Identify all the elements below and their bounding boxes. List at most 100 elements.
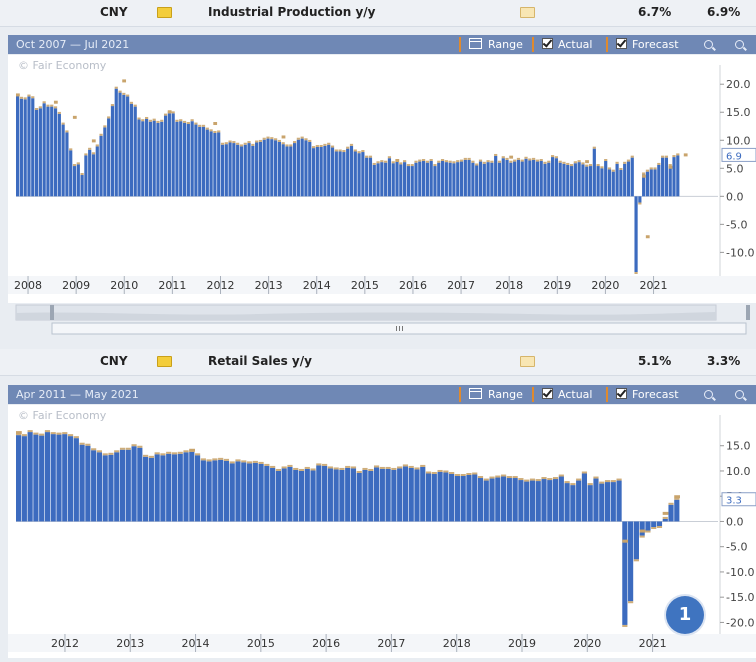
actual-bar[interactable]	[27, 96, 31, 197]
forecast-marker[interactable]	[16, 93, 20, 97]
actual-bar[interactable]	[85, 445, 91, 522]
actual-bar[interactable]	[558, 162, 562, 197]
actual-bar[interactable]	[501, 158, 505, 197]
actual-bar[interactable]	[604, 482, 611, 522]
actual-bar[interactable]	[264, 465, 270, 522]
actual-bar[interactable]	[444, 162, 448, 197]
forecast-marker[interactable]	[509, 155, 514, 159]
actual-bar[interactable]	[334, 151, 338, 197]
actual-bar[interactable]	[494, 155, 498, 197]
actual-bar[interactable]	[44, 432, 51, 522]
forecast-marker[interactable]	[662, 511, 669, 515]
forecast-marker[interactable]	[167, 110, 172, 114]
actual-bar[interactable]	[148, 457, 154, 522]
actual-bar[interactable]	[642, 174, 646, 197]
actual-bar[interactable]	[182, 122, 187, 197]
actual-bar[interactable]	[467, 159, 471, 197]
actual-bar[interactable]	[529, 480, 536, 522]
forecast-marker[interactable]	[281, 135, 286, 139]
actual-bar[interactable]	[616, 480, 622, 522]
actual-bar[interactable]	[95, 146, 99, 197]
actual-bar[interactable]	[566, 164, 570, 197]
actual-bar[interactable]	[39, 435, 45, 522]
actual-bar[interactable]	[410, 166, 414, 197]
actual-bar[interactable]	[490, 162, 494, 197]
actual-bar[interactable]	[114, 88, 118, 197]
actual-bar[interactable]	[53, 108, 58, 197]
actual-bar[interactable]	[304, 468, 310, 522]
actual-bar[interactable]	[376, 163, 380, 197]
actual-bar[interactable]	[129, 103, 134, 197]
actual-bar[interactable]	[137, 447, 143, 522]
forecast-marker[interactable]	[622, 539, 629, 543]
actual-bar[interactable]	[145, 118, 149, 197]
checkbox-checked-icon[interactable]	[542, 38, 553, 49]
actual-bar[interactable]	[183, 452, 189, 522]
actual-bar[interactable]	[218, 459, 224, 522]
detail-folder-icon[interactable]	[520, 356, 535, 367]
actual-bar[interactable]	[368, 157, 373, 197]
actual-bar[interactable]	[466, 475, 472, 522]
actual-bar[interactable]	[287, 466, 293, 522]
checkbox-checked-icon[interactable]	[616, 388, 627, 399]
actual-bar[interactable]	[452, 163, 456, 197]
actual-bar[interactable]	[495, 477, 501, 522]
actual-bar[interactable]	[247, 143, 251, 197]
actual-bar[interactable]	[482, 163, 486, 197]
actual-bar[interactable]	[633, 521, 639, 560]
actual-bar[interactable]	[154, 454, 160, 522]
actual-bar[interactable]	[543, 163, 547, 197]
actual-bar[interactable]	[300, 138, 304, 197]
actual-bar[interactable]	[373, 467, 380, 522]
actual-toggle[interactable]: Actual	[542, 35, 592, 54]
event-row-industrial-production[interactable]: CNY Industrial Production y/y 6.7% 6.9%	[0, 0, 756, 27]
actual-bar[interactable]	[16, 435, 22, 522]
actual-bar[interactable]	[611, 171, 615, 197]
forecast-marker[interactable]	[639, 529, 646, 533]
actual-bar[interactable]	[520, 161, 524, 197]
actual-bar[interactable]	[509, 162, 513, 197]
actual-bar[interactable]	[570, 485, 576, 522]
actual-bar[interactable]	[21, 436, 27, 522]
actual-bar[interactable]	[220, 144, 225, 197]
actual-bar[interactable]	[357, 153, 361, 197]
forecast-marker[interactable]	[674, 495, 680, 499]
actual-bar[interactable]	[289, 146, 293, 197]
actual-bar[interactable]	[622, 521, 628, 625]
actual-bar[interactable]	[270, 467, 276, 522]
navigator-left-handle[interactable]	[50, 305, 54, 320]
actual-bar[interactable]	[408, 467, 414, 522]
actual-bar[interactable]	[615, 163, 619, 197]
actual-bar[interactable]	[79, 444, 85, 522]
actual-bar[interactable]	[440, 161, 445, 197]
actual-bar[interactable]	[200, 460, 206, 522]
actual-bar[interactable]	[110, 106, 115, 197]
actual-bar[interactable]	[384, 162, 388, 197]
actual-bar[interactable]	[372, 164, 376, 197]
actual-bar[interactable]	[651, 521, 657, 527]
actual-bar[interactable]	[206, 461, 212, 522]
actual-bar[interactable]	[592, 148, 596, 197]
actual-bar[interactable]	[619, 169, 623, 197]
actual-bar[interactable]	[166, 453, 172, 522]
actual-bar[interactable]	[456, 162, 460, 197]
actual-bar[interactable]	[236, 144, 240, 197]
impact-folder-icon[interactable]	[157, 356, 172, 367]
actual-bar[interactable]	[223, 460, 230, 522]
actual-bar[interactable]	[593, 478, 599, 522]
actual-bar[interactable]	[190, 121, 194, 197]
actual-bar[interactable]	[345, 467, 351, 522]
actual-bar[interactable]	[177, 453, 183, 522]
actual-bar[interactable]	[460, 476, 466, 522]
actual-bar[interactable]	[406, 166, 410, 197]
actual-bar[interactable]	[175, 121, 179, 197]
forecast-marker[interactable]	[395, 159, 400, 163]
actual-bar[interactable]	[668, 504, 674, 522]
navigator-right-handle[interactable]	[746, 305, 750, 320]
actual-bar[interactable]	[16, 95, 20, 197]
actual-bar[interactable]	[262, 139, 266, 197]
actual-bar[interactable]	[437, 471, 443, 522]
actual-bar[interactable]	[475, 165, 479, 197]
actual-bar[interactable]	[212, 460, 218, 522]
actual-bar[interactable]	[547, 162, 551, 197]
